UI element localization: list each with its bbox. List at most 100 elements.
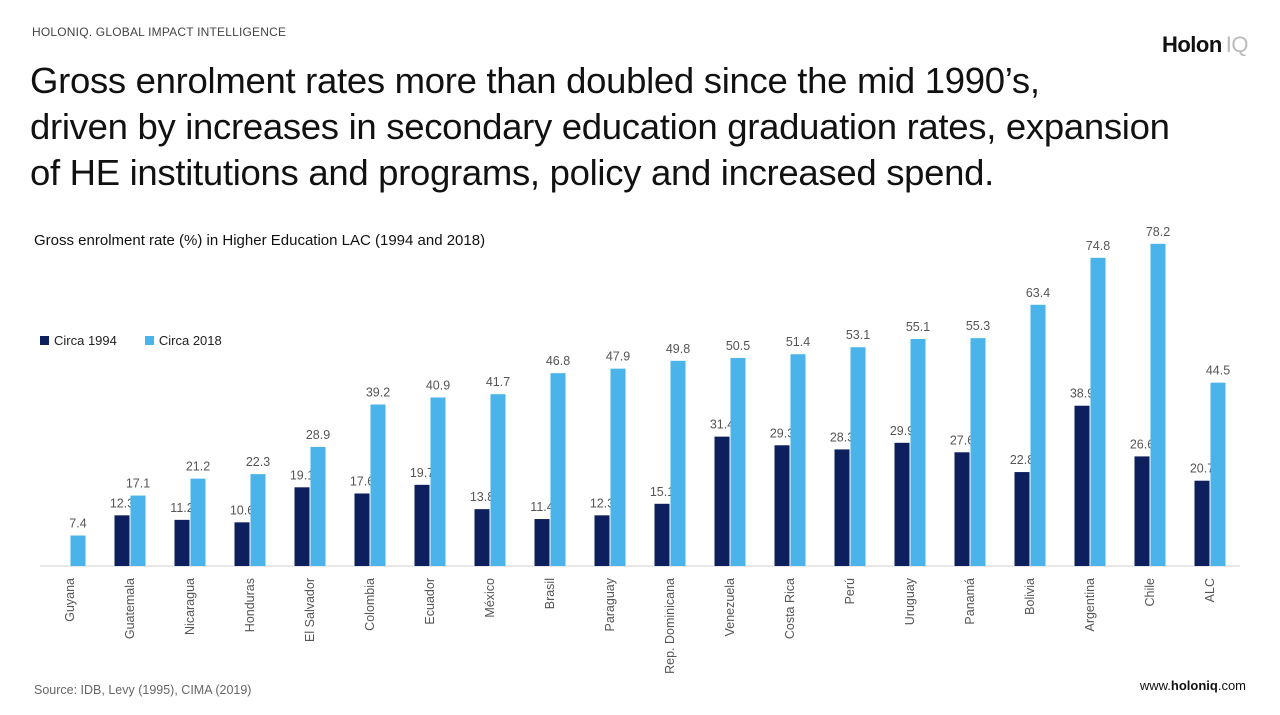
data-label-series-2: 51.4 <box>786 335 810 349</box>
data-label-series-2: 53.1 <box>846 328 870 342</box>
data-label-series-1: 12.3 <box>590 496 614 510</box>
data-label-series-1: 31.4 <box>710 418 734 432</box>
site-prefix: www. <box>1139 678 1171 693</box>
data-label-series-2: 44.5 <box>1206 364 1230 378</box>
data-label-series-1: 26.6 <box>1130 437 1154 451</box>
bar-series-1 <box>1194 480 1210 566</box>
bar-series-2 <box>190 478 206 566</box>
bar-series-1 <box>354 493 370 566</box>
legend-swatch-series-1 <box>40 336 49 345</box>
data-label-series-1: 12.3 <box>110 496 134 510</box>
x-tick-label: Paraguay <box>603 577 617 631</box>
bar-series-2 <box>730 357 746 566</box>
bar-series-1 <box>474 509 490 566</box>
x-tick-label: Venezuela <box>723 578 737 636</box>
legend-item-series-1: Circa 1994 <box>40 333 117 348</box>
bar-series-1 <box>294 487 310 566</box>
x-tick-label: Nicaragua <box>183 578 197 635</box>
brand-main: Holon <box>1161 32 1222 57</box>
brand-logo: Holon IQ <box>1161 32 1249 58</box>
bar-series-2 <box>1090 257 1106 566</box>
bar-series-2 <box>1150 243 1166 567</box>
data-label-series-2: 74.8 <box>1086 239 1110 253</box>
data-label-series-2: 22.3 <box>246 455 270 469</box>
x-tick-label: Guyana <box>63 578 77 622</box>
data-label-series-2: 55.1 <box>906 320 930 334</box>
legend-label-series-1: Circa 1994 <box>54 333 117 348</box>
bar-series-1 <box>594 515 610 566</box>
x-tick-label: Chile <box>1143 578 1157 607</box>
bar-series-2 <box>910 338 926 566</box>
headline-line-2: driven by increases in secondary educati… <box>30 106 1170 147</box>
data-label-series-1: 27.6 <box>950 433 974 447</box>
bar-series-2 <box>310 446 326 566</box>
x-tick-label: México <box>483 578 497 618</box>
data-label-series-1: 28.3 <box>830 430 854 444</box>
data-label-series-2: 41.7 <box>486 375 510 389</box>
bar-series-1 <box>174 519 190 566</box>
bar-series-2 <box>1030 304 1046 566</box>
bar-series-2 <box>490 394 506 566</box>
topline-tagline: HOLONIQ. GLOBAL IMPACT INTELLIGENCE <box>32 25 287 39</box>
data-label-series-2: 49.8 <box>666 342 690 356</box>
bar-series-2 <box>550 373 566 566</box>
data-label-series-2: 39.2 <box>366 385 390 399</box>
data-label-series-2: 17.1 <box>126 477 150 491</box>
bar-series-2 <box>130 495 146 566</box>
data-label-series-1: 29.3 <box>770 426 794 440</box>
data-label-series-1: 38.9 <box>1070 387 1094 401</box>
headline: Gross enrolment rates more than doubled … <box>30 58 1270 196</box>
data-label-series-1: 11.4 <box>530 500 553 514</box>
site-suffix: .com <box>1217 678 1246 693</box>
legend-item-series-2: Circa 2018 <box>144 333 222 348</box>
bar-series-2 <box>250 474 266 566</box>
bar-series-1 <box>774 445 790 566</box>
data-label-series-1: 15.1 <box>650 485 674 499</box>
bar-series-2 <box>70 535 86 566</box>
website-url: www.holoniq.com <box>1140 678 1246 693</box>
data-label-series-2: 46.8 <box>546 354 570 368</box>
bar-series-1 <box>414 484 430 566</box>
data-label-series-1: 29.9 <box>890 424 914 438</box>
headline-line-3: of HE institutions and programs, policy … <box>30 152 994 193</box>
bar-series-1 <box>1014 472 1030 566</box>
x-tick-label: Argentina <box>1083 578 1097 632</box>
site-name: holoniq <box>1170 678 1218 693</box>
x-tick-label: Ecuador <box>423 578 437 625</box>
brand-suffix: IQ <box>1225 32 1249 57</box>
x-tick-label: Uruguay <box>903 577 917 625</box>
x-tick-label: Honduras <box>243 578 257 632</box>
bar-series-1 <box>954 452 970 566</box>
bar-series-1 <box>894 442 910 566</box>
bar-series-2 <box>430 397 446 566</box>
x-tick-label: Perú <box>843 578 857 604</box>
bar-series-2 <box>610 368 626 566</box>
x-tick-label: El Salvador <box>303 578 317 642</box>
source-note: Source: IDB, Levy (1995), CIMA (2019) <box>34 683 252 697</box>
x-tick-label: Guatemala <box>123 578 137 639</box>
bar-series-2 <box>370 404 386 566</box>
x-tick-label: Rep. Dominicana <box>663 578 677 674</box>
data-label-series-1: 10.6 <box>230 503 254 517</box>
bar-series-1 <box>234 522 250 566</box>
legend-label-series-2: Circa 2018 <box>158 333 222 348</box>
data-label-series-1: 13.8 <box>470 490 494 504</box>
data-label-series-1: 19.7 <box>410 466 434 480</box>
headline-line-1: Gross enrolment rates more than doubled … <box>30 60 1040 101</box>
data-label-series-2: 55.3 <box>966 319 990 333</box>
data-label-series-1: 22.8 <box>1010 453 1034 467</box>
data-label-series-1: 17.6 <box>350 474 374 488</box>
bar-series-2 <box>790 354 806 566</box>
data-label-series-2: 63.4 <box>1026 286 1050 300</box>
chart-legend: Circa 1994 Circa 2018 <box>40 333 222 348</box>
bar-series-1 <box>1134 456 1150 566</box>
data-label-series-2: 40.9 <box>426 378 450 392</box>
data-label-series-1: 20.7 <box>1190 462 1214 476</box>
data-label-series-1: 11.2 <box>170 501 193 515</box>
bar-series-2 <box>850 347 866 566</box>
chart-title: Gross enrolment rate (%) in Higher Educa… <box>34 232 486 249</box>
x-tick-label: Panamá <box>963 578 977 625</box>
legend-swatch-series-2 <box>144 336 154 345</box>
data-label-series-2: 78.2 <box>1146 225 1170 239</box>
